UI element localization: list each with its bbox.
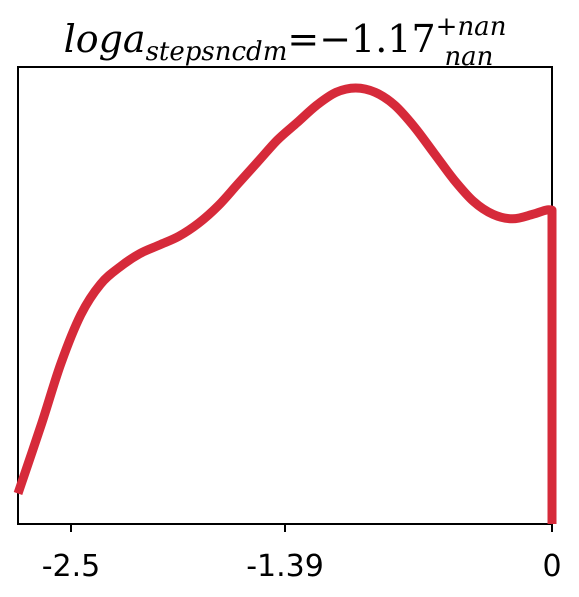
- x-tick-label: -1.39: [246, 549, 324, 584]
- x-tick-label: 0: [542, 549, 561, 584]
- x-axis: -2.5 -1.39 0: [42, 524, 562, 584]
- chart-title: logastepsncdm=−1.17+nan nan: [64, 12, 507, 72]
- series-line: [13, 83, 557, 524]
- x-tick-label: -2.5: [42, 549, 101, 584]
